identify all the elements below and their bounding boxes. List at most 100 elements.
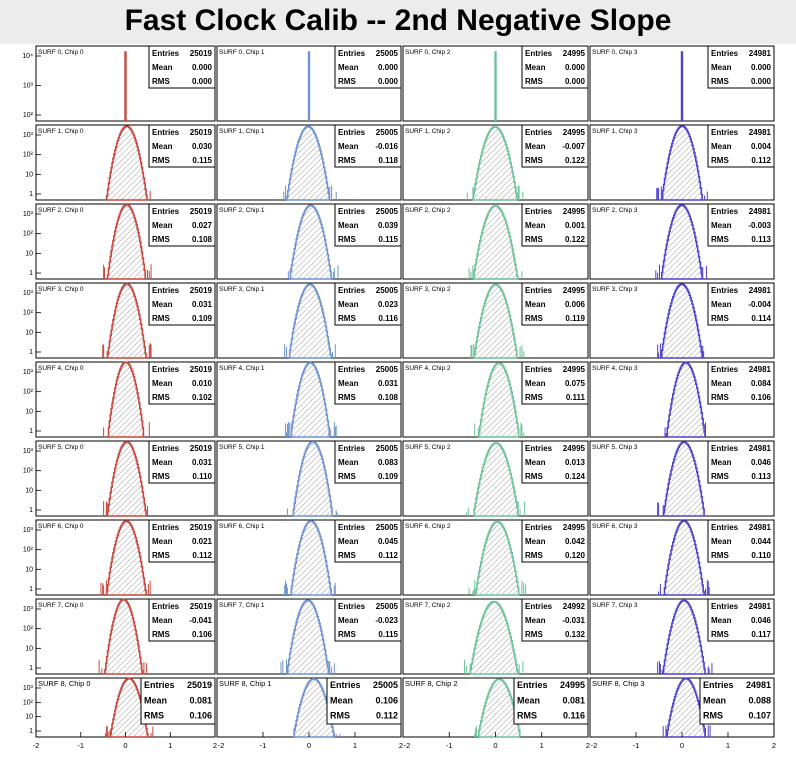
- tail-bar: [702, 266, 704, 279]
- stats-label: Entries: [338, 523, 366, 532]
- stats-box: [521, 361, 589, 405]
- y-tick-label: 10: [25, 408, 33, 415]
- stats-value: 25019: [190, 207, 213, 216]
- panel-title: SURF 2, Chip 0: [38, 207, 84, 214]
- stats-value: 0.112: [376, 711, 398, 721]
- stats-label: Entries: [152, 444, 180, 453]
- stats-box: [148, 45, 216, 89]
- stats-value: 0.117: [751, 630, 771, 639]
- histogram-distribution: [287, 599, 330, 675]
- stats-label: RMS: [152, 630, 170, 639]
- stats-box: [707, 440, 775, 484]
- stats-label: RMS: [525, 77, 543, 86]
- tail-bar: [339, 733, 341, 737]
- histogram-distribution: [662, 441, 705, 517]
- stats-value: 0.109: [378, 472, 399, 481]
- tail-bar: [468, 587, 470, 595]
- panel-title: SURF 3, Chip 1: [219, 286, 265, 293]
- stats-label: Mean: [152, 63, 173, 72]
- stats-box: [521, 45, 589, 89]
- stats-value: 25019: [190, 286, 213, 295]
- stats-value: 0.112: [751, 156, 771, 165]
- histogram-distribution: [290, 361, 331, 438]
- tail-bar: [284, 344, 286, 358]
- histogram-distribution: [105, 520, 147, 596]
- stats-value: 0.010: [192, 379, 213, 388]
- stats-value: 0.122: [565, 156, 586, 165]
- stats-value: 0.124: [565, 472, 586, 481]
- histogram-distribution: [473, 205, 519, 280]
- panel-title: SURF 4, Chip 1: [219, 365, 265, 372]
- x-tick-label: -2: [591, 741, 598, 750]
- stats-value: 0.031: [378, 379, 399, 388]
- y-tick-label: 10⁴: [22, 53, 33, 60]
- stats-label: Entries: [338, 49, 366, 58]
- stats-label: RMS: [338, 77, 356, 86]
- stats-box: [707, 598, 775, 642]
- tail-bar: [103, 264, 105, 279]
- histogram-panel: SURF 4, Chip 2 Entries 24995 Mean 0.075 RMS 0.…: [402, 361, 589, 438]
- tail-bar: [472, 186, 474, 200]
- tail-bar: [657, 188, 659, 200]
- y-tick-label: 10³: [23, 606, 34, 613]
- histogram-panel: SURF 1, Chip 1 Entries 25005 Mean -0.016 RMS 0…: [216, 124, 402, 201]
- tail-bar: [337, 265, 339, 279]
- stats-value: 0.030: [192, 142, 213, 151]
- stats-label: RMS: [338, 393, 356, 402]
- tail-bar: [104, 733, 106, 737]
- tail-bar: [655, 270, 657, 279]
- tail-bar: [519, 508, 521, 516]
- y-tick-label: 10³: [23, 290, 34, 297]
- stats-value: 24981: [749, 128, 772, 137]
- tail-bar: [706, 191, 708, 200]
- panel-title: SURF 1, Chip 3: [592, 128, 638, 135]
- tail-bar: [466, 192, 468, 200]
- histogram-distribution: [106, 441, 147, 517]
- stats-label: RMS: [711, 630, 729, 639]
- tail-bar: [657, 661, 659, 674]
- stats-box: [148, 203, 216, 247]
- tail-bar: [148, 422, 150, 437]
- stats-label: Entries: [711, 602, 739, 611]
- histogram-bar: [124, 51, 127, 121]
- stats-box: [334, 598, 402, 642]
- tail-bar: [665, 725, 667, 737]
- stats-value: 0.000: [192, 63, 213, 72]
- tail-bar: [708, 668, 710, 674]
- histogram-panel: SURF 6, Chip 3 Entries 24981 Mean 0.044 RMS 0.…: [589, 519, 775, 596]
- tail-bar: [287, 421, 289, 437]
- x-tick-label: 2: [772, 741, 776, 750]
- tail-bar: [711, 663, 713, 674]
- stats-box: [148, 440, 216, 484]
- stats-label: Entries: [144, 680, 175, 690]
- stats-box: [521, 519, 589, 563]
- tail-bar: [662, 726, 664, 737]
- stats-label: Entries: [703, 680, 734, 690]
- tail-bar: [149, 190, 151, 200]
- tail-bar: [283, 191, 285, 200]
- tail-bar: [102, 583, 104, 595]
- stats-label: Entries: [711, 128, 739, 137]
- tail-bar: [286, 432, 287, 437]
- stats-value: 0.042: [565, 537, 586, 546]
- stats-box: [521, 598, 589, 642]
- histogram-panel: SURF 8, Chip 1 Entries 25005 Mean 0.106 RMS 0.…: [216, 677, 403, 750]
- stats-box: [334, 124, 402, 168]
- tail-bar: [105, 501, 107, 516]
- y-tick-label: 1: [29, 665, 33, 672]
- x-tick-label: 0: [680, 741, 684, 750]
- stats-label: Entries: [711, 49, 739, 58]
- stats-label: Entries: [525, 286, 553, 295]
- stats-label: Entries: [525, 207, 553, 216]
- stats-value: 0.120: [565, 551, 586, 560]
- stats-box: [334, 203, 402, 247]
- tail-bar: [329, 661, 331, 674]
- stats-label: RMS: [711, 551, 729, 560]
- stats-value: 0.116: [378, 314, 398, 323]
- stats-value: 0.111: [566, 393, 586, 402]
- tail-bar: [334, 426, 336, 437]
- histogram-distribution: [104, 598, 144, 675]
- tail-bar: [149, 580, 151, 595]
- stats-label: Entries: [152, 207, 180, 216]
- stats-label: Mean: [525, 616, 546, 625]
